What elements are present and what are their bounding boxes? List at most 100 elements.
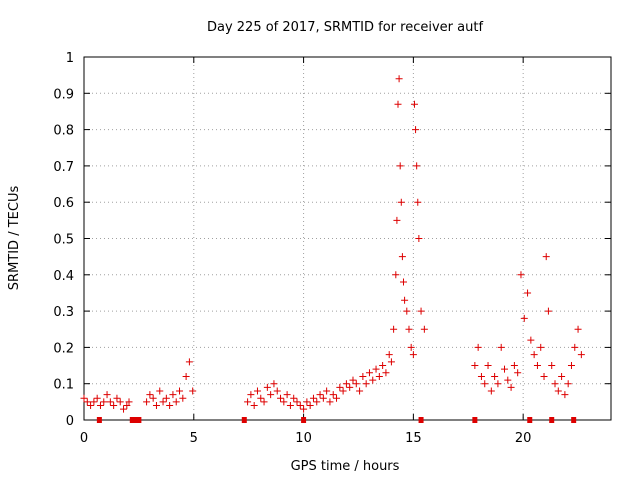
- data-point: [277, 394, 285, 402]
- data-point: [123, 401, 131, 409]
- data-point: [293, 398, 301, 406]
- data-point: [100, 398, 108, 406]
- data-point: [169, 391, 177, 399]
- data-point: [257, 394, 265, 402]
- data-point: [309, 394, 317, 402]
- data-point: [530, 351, 538, 359]
- data-point: [497, 343, 505, 351]
- data-point: [172, 398, 180, 406]
- data-point: [397, 198, 405, 206]
- data-point: [410, 100, 418, 108]
- data-point: [296, 401, 304, 409]
- data-point: [323, 387, 331, 395]
- data-point: [533, 362, 541, 370]
- gap-marker: [96, 417, 102, 423]
- data-point: [481, 380, 489, 388]
- data-point: [267, 391, 275, 399]
- data-point: [417, 307, 425, 315]
- data-point: [156, 387, 164, 395]
- data-point: [396, 162, 404, 170]
- y-axis-label: SRMTID / TECUs: [7, 186, 22, 291]
- data-point: [544, 307, 552, 315]
- data-point: [510, 362, 518, 370]
- data-point: [524, 289, 532, 297]
- data-point: [398, 253, 406, 261]
- data-point: [125, 398, 133, 406]
- data-point: [514, 369, 522, 377]
- gap-marker: [301, 417, 307, 423]
- axis-tick-labels: 0 5 10 15 20 0 0.1 0.2 0.3 0.4 0.5 0.6 0.7 0.8 0.9 1: [53, 51, 531, 446]
- data-points: [80, 75, 585, 413]
- x-tick-label: 20: [515, 431, 532, 446]
- data-point: [185, 358, 193, 366]
- data-point: [189, 387, 197, 395]
- data-point: [80, 394, 88, 402]
- y-tick-label: 0.2: [53, 341, 74, 356]
- data-point: [474, 343, 482, 351]
- data-point: [162, 394, 170, 402]
- data-point: [270, 380, 278, 388]
- data-point: [93, 394, 101, 402]
- data-point: [484, 362, 492, 370]
- y-tick-label: 0.8: [53, 124, 74, 139]
- x-tick-label: 15: [405, 431, 422, 446]
- gap-markers: [96, 417, 577, 423]
- gap-marker: [527, 417, 533, 423]
- data-point: [390, 325, 398, 333]
- data-point: [90, 398, 98, 406]
- data-point: [273, 387, 281, 395]
- data-point: [339, 387, 347, 395]
- data-point: [415, 235, 423, 242]
- data-point: [306, 401, 314, 409]
- data-point: [507, 383, 515, 391]
- gap-marker: [241, 417, 247, 423]
- data-point: [382, 369, 390, 377]
- data-point: [336, 383, 344, 391]
- data-point: [166, 401, 174, 409]
- data-point: [326, 398, 334, 406]
- data-point: [413, 162, 421, 170]
- data-point: [412, 126, 420, 134]
- data-point: [501, 365, 509, 373]
- axis-ticks: [83, 56, 611, 421]
- data-point: [392, 271, 400, 279]
- data-point: [283, 391, 291, 399]
- data-point: [477, 372, 485, 380]
- data-point: [399, 278, 407, 286]
- data-point: [561, 391, 569, 399]
- data-point: [372, 365, 380, 373]
- data-point: [571, 343, 579, 351]
- x-tick-label: 0: [80, 431, 88, 446]
- data-point: [346, 383, 354, 391]
- data-point: [369, 376, 377, 384]
- data-point: [103, 391, 111, 399]
- y-tick-label: 0.5: [53, 233, 74, 248]
- gap-marker: [472, 417, 478, 423]
- data-point: [520, 314, 528, 322]
- data-point: [113, 394, 121, 402]
- data-point: [407, 343, 415, 351]
- grid-lines: [84, 57, 611, 420]
- data-point: [548, 362, 556, 370]
- data-point: [120, 405, 128, 413]
- data-point: [405, 325, 413, 333]
- data-point: [244, 398, 252, 406]
- data-point: [329, 391, 337, 399]
- data-point: [176, 387, 184, 395]
- y-tick-label: 0.6: [53, 196, 74, 211]
- data-point: [365, 369, 373, 377]
- data-point: [352, 380, 360, 388]
- data-point: [564, 380, 572, 388]
- data-point: [504, 376, 512, 384]
- data-point: [300, 405, 308, 413]
- data-point: [395, 75, 403, 83]
- data-point: [146, 391, 154, 399]
- data-point: [263, 383, 271, 391]
- x-axis-label: GPS time / hours: [291, 459, 400, 474]
- y-tick-label: 0.9: [53, 87, 74, 102]
- data-point: [87, 401, 95, 409]
- x-tick-label: 10: [295, 431, 312, 446]
- data-point: [96, 401, 104, 409]
- data-point: [349, 376, 357, 384]
- data-point: [159, 398, 167, 406]
